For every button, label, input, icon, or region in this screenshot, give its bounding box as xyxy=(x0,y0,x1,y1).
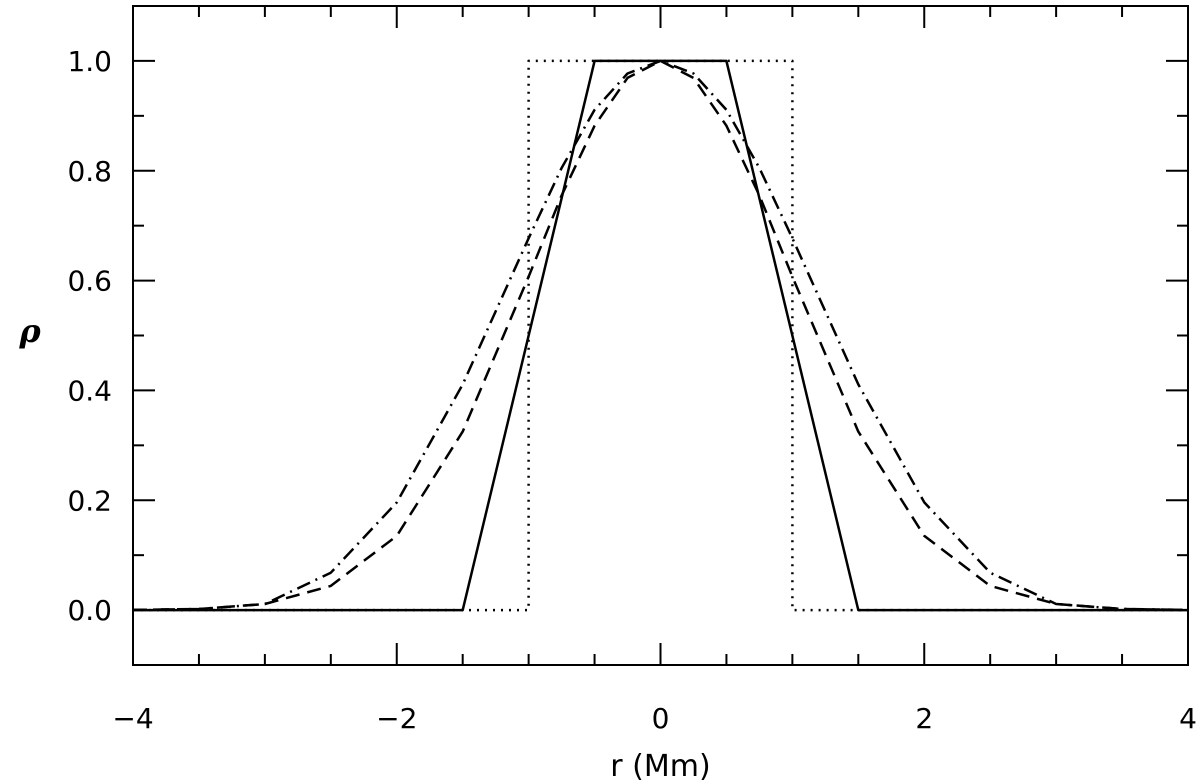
x-tick-label: 4 xyxy=(1179,702,1197,735)
y-tick-label: 0.0 xyxy=(67,594,112,627)
y-axis-title: ρ xyxy=(18,312,41,350)
x-tick-label: −2 xyxy=(376,702,417,735)
series-dashed-line xyxy=(132,59,1189,612)
ticks-layer xyxy=(132,5,1189,666)
labels-layer: −4 −2 0 2 4 0.0 0.2 0.4 0.6 0.8 1.0 xyxy=(67,45,1196,735)
y-tick-label: 0.8 xyxy=(67,155,112,188)
plot-frame xyxy=(132,5,1189,666)
x-tick-label: −4 xyxy=(112,702,153,735)
y-tick-label: 1.0 xyxy=(67,45,112,78)
series-solid-line xyxy=(133,59,1188,612)
x-tick-label: 2 xyxy=(915,702,933,735)
y-tick-label: 0.4 xyxy=(67,374,112,407)
series-layer xyxy=(132,59,1189,612)
y-tick-label: 0.2 xyxy=(67,484,112,517)
x-axis-title: r (Mm) xyxy=(610,749,710,784)
y-tick-label: 0.6 xyxy=(67,265,112,298)
series-dashdot-line xyxy=(132,59,1189,612)
x-tick-label: 0 xyxy=(652,702,670,735)
series-dotted-line xyxy=(133,59,1188,612)
